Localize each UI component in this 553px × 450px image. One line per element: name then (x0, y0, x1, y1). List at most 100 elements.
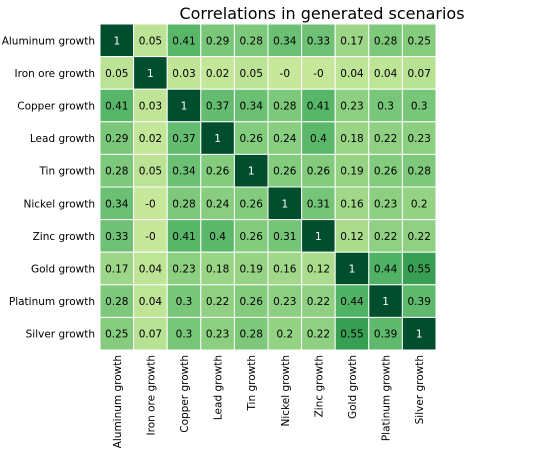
cell-value-label: 0.04 (139, 296, 163, 308)
column-tick-label: Copper growth (179, 355, 191, 433)
cell-value-label: 0.39 (408, 296, 431, 308)
cell-value-label: 0.2 (276, 329, 293, 341)
heatmap-cell (233, 153, 269, 188)
column-tick-label: Gold growth (347, 355, 359, 419)
heatmap-cell (233, 316, 269, 351)
cell-value-label: 0.25 (105, 329, 128, 341)
cell-value-label: 0.12 (340, 231, 363, 243)
heatmap-cell (368, 153, 403, 188)
cell-value-label: 0.18 (206, 264, 229, 276)
cell-value-label: 0.34 (240, 101, 264, 113)
cell-value-label: 0.24 (273, 133, 297, 145)
cell-value-label: 0.07 (408, 68, 431, 80)
cell-value-label: 1 (349, 264, 356, 276)
cell-value-label: 0.3 (176, 296, 193, 308)
cell-value-label: 0.44 (340, 296, 364, 308)
heatmap-cell (133, 316, 168, 351)
cell-value-label: 1 (147, 68, 154, 80)
cell-value-label: 0.28 (240, 35, 263, 47)
cell-value-label: 0.26 (240, 133, 264, 145)
heatmap-cell (401, 219, 437, 253)
cell-value-label: 0.26 (273, 166, 297, 178)
cell-value-label: 0.26 (206, 166, 230, 178)
heatmap-cell (133, 56, 168, 90)
cell-value-label: 0.04 (374, 68, 398, 80)
row-tick-label: Copper growth (17, 101, 95, 113)
cell-value-label: 0.22 (206, 296, 229, 308)
cell-value-label: 0.29 (206, 35, 229, 47)
heatmap-cell (99, 219, 135, 253)
heatmap-cell (368, 56, 403, 90)
cell-value-label: 1 (382, 296, 389, 308)
heatmap-cell (334, 316, 370, 351)
row-labels: Aluminum growth Iron ore growth Copper gro… (2, 35, 95, 340)
heatmap-cell (133, 88, 168, 123)
cell-value-label: 1 (113, 35, 120, 47)
column-tick-label: Lead growth (213, 355, 225, 420)
heatmap-cell (401, 23, 437, 58)
column-tick-label: Nickel growth (280, 355, 292, 427)
cell-value-label: 0.23 (273, 296, 296, 308)
heatmap-cell (301, 219, 336, 253)
column-tick-label: Silver growth (414, 355, 426, 424)
heatmap-cell (233, 284, 269, 318)
cell-value-label: 0.44 (374, 264, 398, 276)
cell-value-label: -0 (313, 68, 323, 80)
cell-value-label: 0.03 (139, 101, 162, 113)
cell-value-label: 0.37 (206, 101, 229, 113)
heatmap-cell (401, 284, 437, 318)
cell-value-label: 0.12 (307, 264, 330, 276)
heatmap-cell (267, 186, 303, 221)
cell-value-label: 0.37 (172, 133, 195, 145)
cell-value-label: 0.16 (340, 198, 364, 210)
cell-value-label: 1 (214, 133, 221, 145)
cell-value-label: 0.23 (206, 329, 229, 341)
heatmap-cell (368, 316, 403, 351)
cell-value-label: 0.31 (307, 198, 330, 210)
heatmap-cell (401, 153, 437, 188)
heatmap-cell (334, 284, 370, 318)
cell-value-label: 0.4 (209, 231, 226, 243)
cell-value-label: 0.34 (105, 198, 129, 210)
heatmap-cell (267, 23, 303, 58)
cell-value-label: 0.26 (374, 166, 398, 178)
heatmap-cell (133, 284, 168, 318)
heatmap-cell (301, 121, 336, 155)
heatmap-cell (133, 251, 168, 286)
heatmap-cell (334, 219, 370, 253)
cell-value-label: 0.41 (105, 101, 128, 113)
heatmap-cell (301, 88, 336, 123)
cell-value-label: 0.28 (408, 166, 431, 178)
cell-value-label: 0.26 (307, 166, 331, 178)
heatmap-cell (99, 284, 135, 318)
heatmap-cell (200, 219, 235, 253)
heatmap-cell (99, 88, 135, 123)
heatmap-cell (267, 251, 303, 286)
cell-value-label: 0.19 (340, 166, 363, 178)
cell-value-label: 0.55 (408, 264, 431, 276)
row-tick-label: Tin growth (38, 166, 95, 178)
cell-value-label: 0.23 (374, 198, 397, 210)
heatmap-cell (267, 153, 303, 188)
heatmap-cell (368, 88, 403, 123)
row-tick-label: Nickel growth (23, 198, 95, 210)
cell-value-label: 0.28 (374, 35, 397, 47)
cell-value-label: 0.23 (408, 133, 431, 145)
heatmap-cell (200, 316, 235, 351)
row-tick-label: Gold growth (31, 264, 95, 276)
row-tick-label: Iron ore growth (15, 68, 95, 80)
heatmap-cell (133, 23, 168, 58)
heatmap-cell (334, 153, 370, 188)
cell-value-label: 0.17 (105, 264, 128, 276)
heatmap-cell (99, 23, 135, 58)
cell-value-label: 0.39 (374, 329, 397, 341)
cell-value-label: 0.02 (139, 133, 162, 145)
heatmap-cell (99, 316, 135, 351)
cell-value-label: 0.28 (240, 329, 263, 341)
cell-value-label: 0.07 (139, 329, 162, 341)
cell-value-label: 0.26 (240, 198, 264, 210)
cell-value-label: 0.05 (105, 68, 128, 80)
cell-value-label: 0.26 (240, 296, 264, 308)
chart-title: Correlations in generated scenarios (179, 4, 464, 23)
cell-value-label: 0.23 (172, 264, 195, 276)
